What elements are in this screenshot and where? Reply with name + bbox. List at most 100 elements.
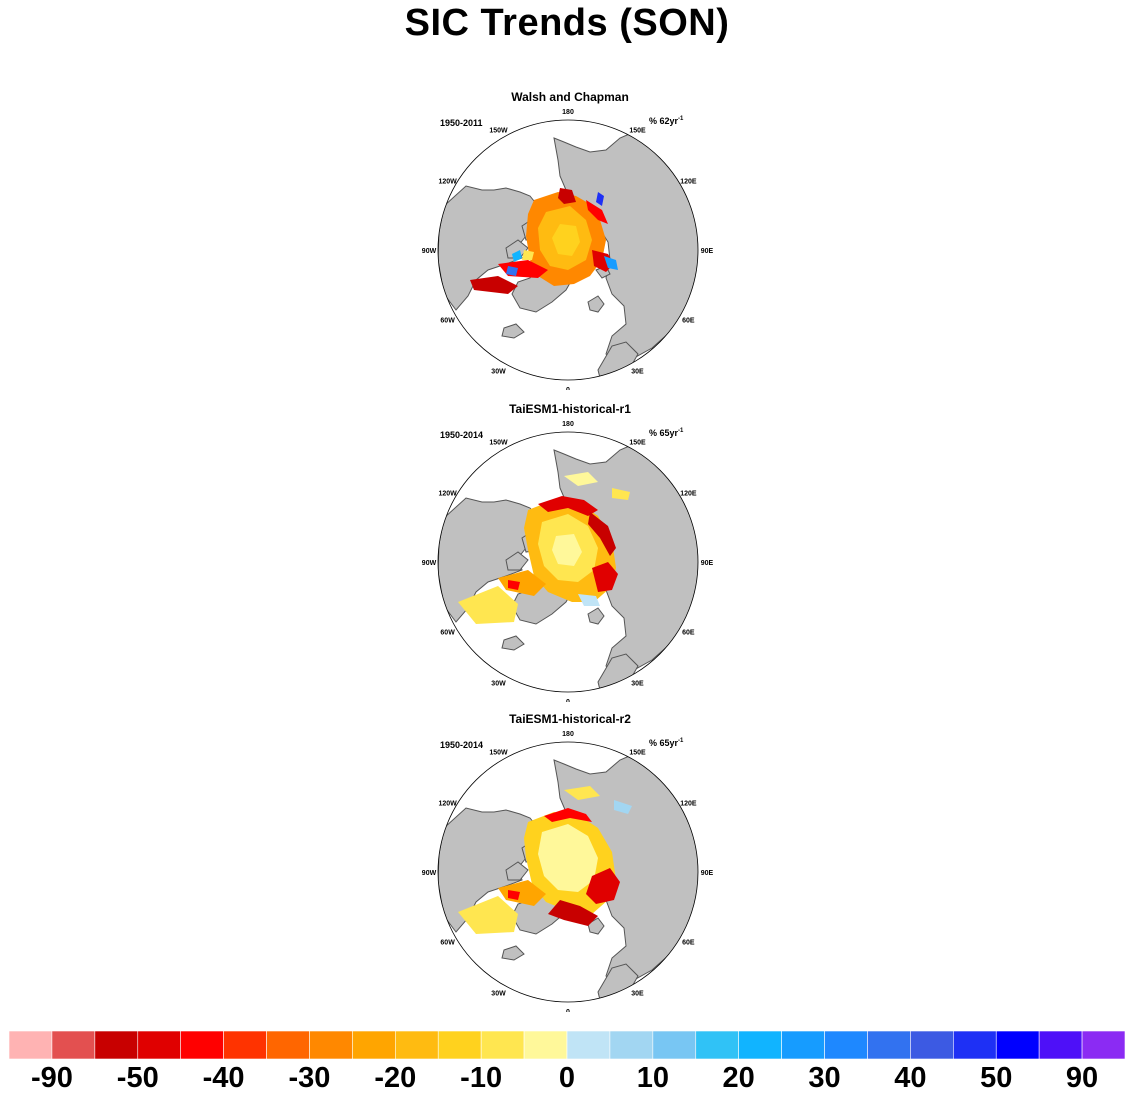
longitude-label: 60W [440,630,455,637]
longitude-label: 30E [631,990,644,997]
colorbar-swatch [309,1031,353,1059]
colorbar-tick-label: -50 [116,1062,159,1094]
colorbar-tick-label: 40 [894,1062,927,1094]
sic-trend-region [612,488,630,500]
longitude-label: 30E [631,680,644,687]
colorbar-swatch [1081,1031,1125,1059]
longitude-label: 150E [629,750,646,757]
land-mass [505,551,529,571]
longitude-label: 120E [680,179,697,186]
sic-trend-region [604,256,618,270]
longitude-label: 0 [566,1009,570,1012]
polar-map: 180 150E 120E 90E 60E 30E 0 30W 60W 90W 120W 150W [422,731,714,1012]
sic-trend-region [552,224,580,256]
longitude-label: 90E [701,248,714,255]
longitude-label: 30W [491,680,506,687]
colorbar-swatch [223,1031,267,1059]
colorbar [9,1031,1125,1059]
longitude-label: 120E [680,491,697,498]
longitude-label: 60W [440,940,455,947]
sic-trend-region [564,472,598,486]
colorbar-tick-label: 20 [722,1062,755,1094]
colorbar-swatch [437,1031,482,1059]
longitude-label: 60E [682,630,695,637]
sic-trend-region [586,868,620,904]
longitude-label: 180 [562,421,574,428]
colorbar-tick-label: -40 [202,1062,245,1094]
longitude-label: 60W [440,318,455,325]
colorbar-tick-label: -30 [288,1062,331,1094]
longitude-label: 0 [566,387,570,390]
colorbar-tick-label: 90 [1065,1062,1099,1094]
longitude-label: 90E [701,560,714,567]
colorbar-tick-label: 30 [808,1062,841,1094]
longitude-label: 120W [438,491,457,498]
colorbar-labels: -90 -50 -40 -30 -20 -10 0 10 20 30 40 50 90 [0,1062,1134,1098]
sic-trend-region [544,808,592,822]
sic-trend-region [458,586,518,624]
units-label: % 65yr-1 [649,738,684,748]
longitude-label: 90W [422,870,437,877]
colorbar-swatch [9,1031,53,1059]
colorbar-swatch [523,1031,568,1059]
sic-trend-region [522,250,534,260]
colorbar-swatch [910,1031,954,1059]
sic-trend-region [538,824,598,892]
longitude-label: 90W [422,248,437,255]
longitude-label: 0 [566,699,570,702]
sic-trend-region [506,266,518,276]
colorbar-swatch [609,1031,654,1059]
map-border [437,119,699,381]
period-label: 1950-2011 [440,118,483,128]
sic-trend-region [564,786,600,800]
colorbar-tick-label: -90 [30,1062,73,1094]
map-panel: 180 150E 120E 90E 60E 30E 0 30W 60W 90W 120W 150W Ta… [405,402,735,702]
colorbar-swatch [51,1031,96,1059]
colorbar-swatch [824,1031,868,1059]
map-panel: 180 150E 120E 90E 60E 30E 0 30W 60W 90W 120W 150W Wa… [405,90,735,390]
sic-trend-region [508,580,520,590]
land-mass [438,807,545,933]
longitude-label: 120W [438,179,457,186]
map-border [437,431,699,693]
longitude-label: 60E [682,940,695,947]
colorbar-tick-label: 50 [980,1062,1013,1094]
longitude-label: 180 [562,731,574,738]
sic-trend-region [614,800,632,814]
longitude-label: 150E [629,128,646,135]
sic-trend-region [498,880,546,906]
colorbar-swatch [566,1031,611,1059]
sic-trend-region [538,496,598,516]
colorbar-tick-label: 10 [636,1062,669,1094]
polar-map: 180 150E 120E 90E 60E 30E 0 30W 60W 90W 120W 150W [422,109,714,390]
sic-trend-region [596,192,604,206]
colorbar-swatch [995,1031,1040,1059]
sic-trend-region [552,534,582,566]
map-border [437,741,699,1003]
sic-trend-region [586,200,608,224]
colorbar-swatch [480,1031,525,1059]
longitude-label: 180 [562,109,574,116]
land-mass [505,861,529,881]
longitude-label: 30W [491,990,506,997]
map-panel: 180 150E 120E 90E 60E 30E 0 30W 60W 90W 120W 150W Ta… [405,712,735,1012]
colorbar-swatch [652,1031,697,1059]
longitude-label: 150W [489,750,508,757]
land-mass [501,323,525,339]
longitude-label: 150W [489,128,508,135]
longitude-label: 90W [422,560,437,567]
sic-trend-region [588,512,616,556]
period-label: 1950-2014 [440,740,484,750]
colorbar-swatch [180,1031,224,1059]
longitude-label: 30E [631,368,644,375]
land-mass [501,945,525,961]
sic-trend-region [592,562,618,592]
sic-trend-region [508,890,520,900]
period-label: 1950-2014 [440,430,484,440]
sic-trend-region [558,188,576,204]
colorbar-swatch [867,1031,911,1059]
sic-trend-region [498,570,546,596]
units-label: % 65yr-1 [649,428,684,438]
panel-title: TaiESM1-historical-r1 [509,402,631,416]
panel-title: Walsh and Chapman [511,90,629,104]
